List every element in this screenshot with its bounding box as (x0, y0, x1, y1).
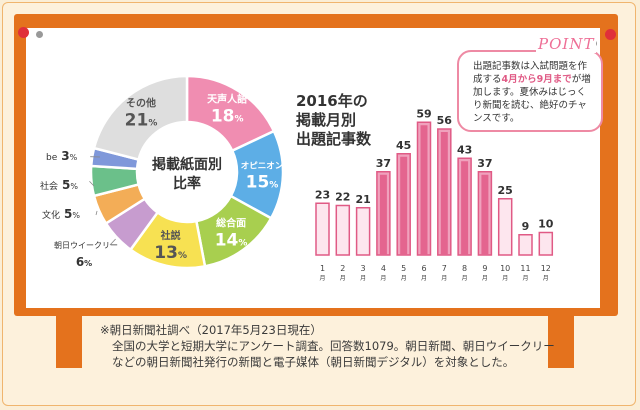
footnote-line: ※朝日新聞社調べ（2017年5月23日現在） (100, 323, 322, 337)
donut-center-title: 掲載紙面別 (152, 156, 222, 173)
point-highlight: 4月から9月まで (501, 74, 572, 85)
bar-value-label: 9 (522, 220, 530, 233)
month-tick-label: 2 (340, 264, 345, 273)
pin-red-icon (18, 27, 29, 38)
donut-unit: % (72, 211, 80, 220)
board-leg-left (56, 316, 82, 368)
point-text-after: が増加します。夏休みはじっくり新聞を読む、絶好のチャンスです。 (473, 74, 591, 124)
donut-label: 総合面 (216, 217, 246, 230)
donut-unit: % (148, 119, 157, 129)
month-unit-label: 月 (502, 275, 508, 282)
bar-inner (461, 161, 469, 255)
month-tick-label: 7 (442, 264, 447, 273)
bar-value-label: 21 (355, 193, 370, 206)
bar-inner (440, 132, 448, 255)
donut-label: be 3% (46, 149, 78, 163)
donut-unit: % (235, 115, 244, 125)
donut-center-title: 比率 (173, 175, 201, 192)
pin-grey-icon (36, 31, 43, 38)
month-tick-label: 5 (401, 264, 406, 273)
bar-inner (420, 125, 428, 255)
bar-inner (379, 174, 387, 255)
month-tick-label: 6 (421, 264, 426, 273)
donut-label: 朝日ウイークリー (54, 241, 118, 250)
month-tick-label: 11 (520, 264, 530, 273)
bar-value-label: 37 (477, 157, 492, 170)
month-tick-label: 12 (541, 264, 551, 273)
month-unit-label: 月 (522, 275, 528, 282)
bar-value-label: 37 (376, 157, 391, 170)
month-unit-label: 月 (340, 275, 346, 282)
bar (518, 234, 533, 256)
bar-value-label: 22 (335, 191, 350, 204)
bar-value-label: 56 (437, 114, 453, 127)
month-unit-label: 月 (543, 275, 549, 282)
footnote-line: などの朝日新聞社発行の新聞と電子媒体（朝日新聞デジタル）を対象とした。 (112, 355, 515, 369)
month-unit-label: 月 (421, 275, 427, 282)
bar-value-label: 43 (457, 143, 472, 156)
donut-segment (92, 74, 189, 162)
donut-unit: % (238, 239, 247, 249)
month-tick-label: 1 (320, 264, 325, 273)
bar-value-label: 23 (315, 188, 330, 201)
bar (497, 198, 513, 256)
donut-leader-line (95, 210, 98, 216)
month-unit-label: 月 (482, 275, 488, 282)
month-unit-label: 月 (360, 275, 366, 282)
bar (335, 204, 351, 256)
point-bubble: 出題記事数は入試問題を作成する4月から9月までが増加します。夏休みはじっくり新聞… (457, 50, 603, 132)
month-unit-label: 月 (319, 275, 325, 282)
month-tick-label: 4 (381, 264, 386, 273)
bar-inner (481, 174, 489, 255)
pin-red-icon (605, 29, 616, 40)
donut-label: 文化 5% (42, 207, 80, 221)
month-tick-label: 10 (500, 264, 510, 273)
board-leg-right (548, 316, 574, 368)
donut-label: オピニオン (241, 160, 284, 171)
point-text: 出題記事数は入試問題を作成する (473, 61, 588, 85)
donut-unit: % (178, 251, 187, 261)
bar-chart: 231月222月213月374月455月596月567月438月379月2510… (315, 107, 554, 282)
donut-value: 3 (61, 149, 69, 163)
donut-unit: % (70, 153, 78, 162)
month-unit-label: 月 (401, 275, 407, 282)
donut-leader-line (89, 180, 95, 187)
donut-leader-line (109, 238, 116, 246)
bar-chart-title: 2016年の 掲載月別 出題記事数 (296, 92, 372, 148)
bar (538, 231, 554, 256)
month-unit-label: 月 (441, 275, 447, 282)
month-tick-label: 3 (361, 264, 366, 273)
donut-value: 5 (64, 207, 72, 221)
bar-value-label: 45 (396, 139, 411, 152)
month-unit-label: 月 (380, 275, 386, 282)
bar (315, 202, 330, 256)
donut-label: 社会 5% (40, 178, 78, 192)
month-unit-label: 月 (462, 275, 468, 282)
donut-value: 6% (76, 255, 92, 269)
footnote: ※朝日新聞社調べ（2017年5月23日現在） 全国の大学と短期大学にアンケート調… (100, 322, 570, 370)
month-tick-label: 8 (462, 264, 467, 273)
point-label: POINT (536, 35, 597, 53)
donut-label: その他 (126, 97, 156, 110)
bar-inner (400, 156, 408, 255)
bar-value-label: 10 (538, 218, 554, 231)
donut-unit: % (84, 259, 92, 268)
bar-value-label: 59 (416, 107, 431, 120)
donut-label: 天声人語 (207, 93, 247, 106)
donut-unit: % (70, 182, 78, 191)
bar-value-label: 25 (498, 184, 513, 197)
donut-unit: % (269, 180, 278, 190)
footnote-line: 全国の大学と短期大学にアンケート調査。回答数1079。朝日新聞、朝日ウイークリー (112, 339, 555, 353)
month-tick-label: 9 (482, 264, 487, 273)
bar (355, 207, 371, 256)
donut-value: 5 (62, 178, 70, 192)
donut-label: 社説 (160, 229, 181, 242)
